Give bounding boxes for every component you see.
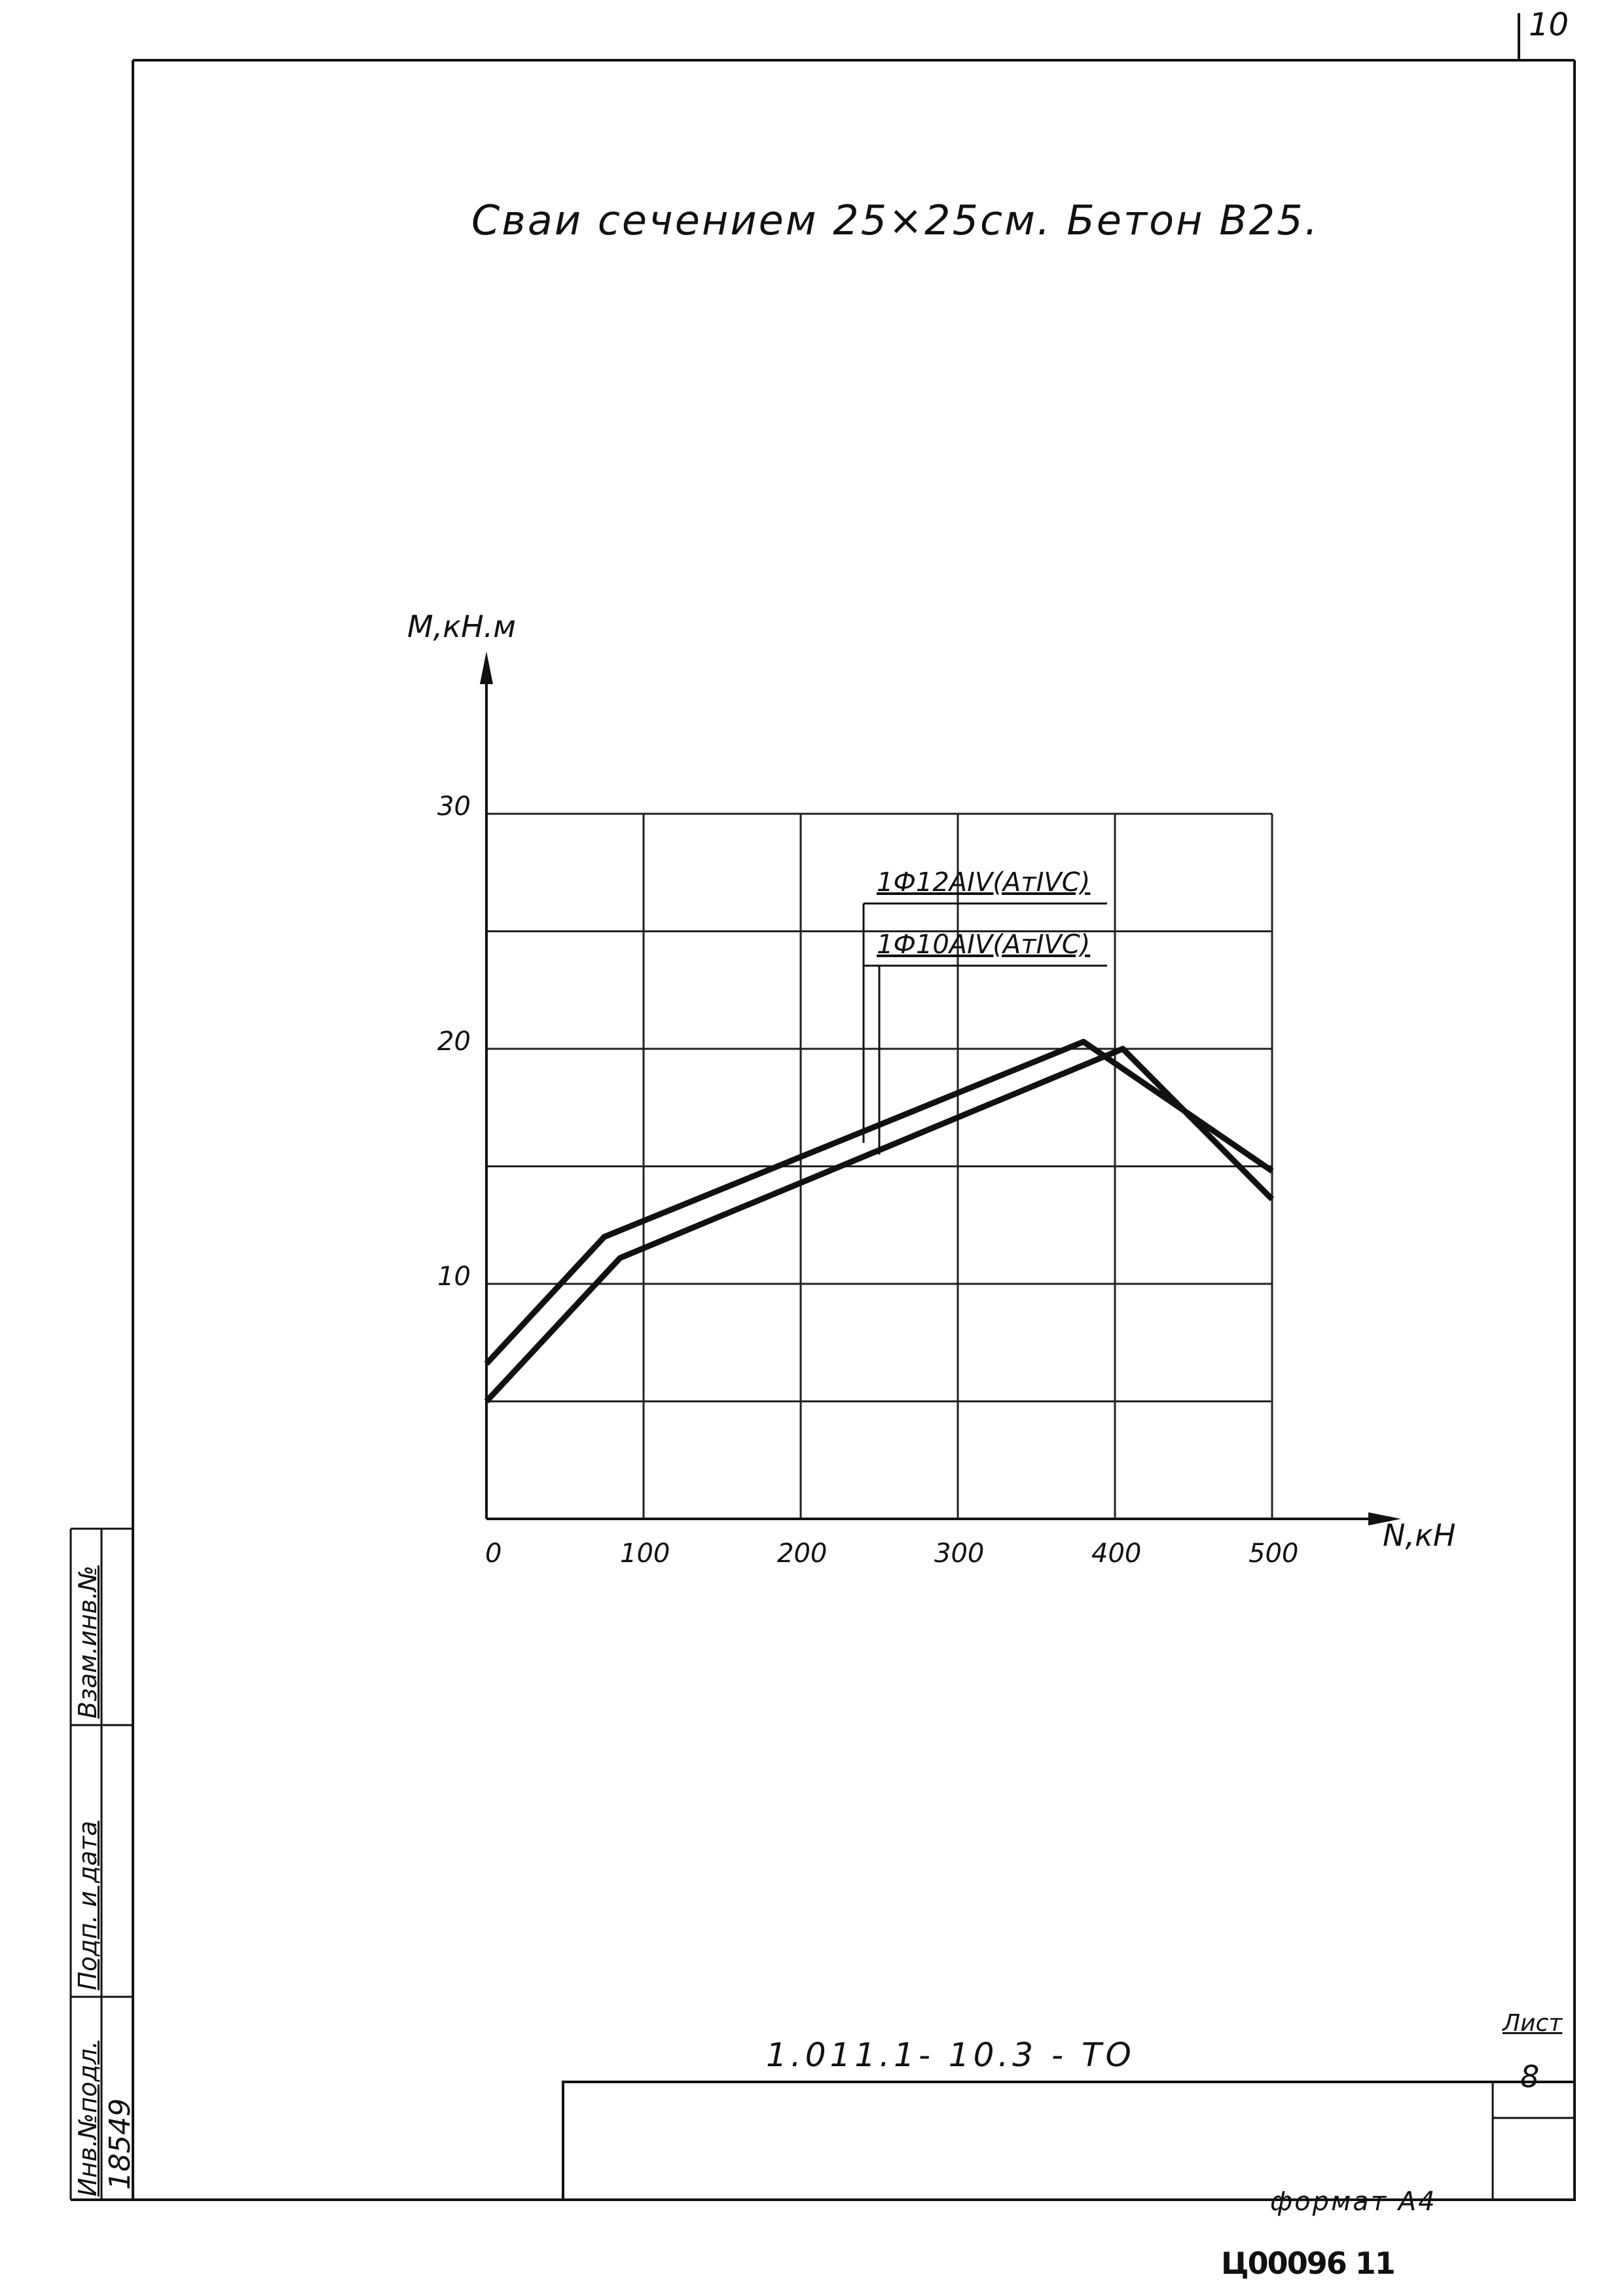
x-tick-label-300: 300: [934, 1539, 985, 1569]
x-axis-arrow: [1368, 1512, 1401, 1525]
inv-label: Инв.№подл.: [73, 2040, 102, 2196]
y-tick-label-10: 10: [437, 1262, 471, 1292]
archive-stamp: Ц00096 11: [1221, 2246, 1396, 2281]
legend-entry-1: 1Ф10АIV(АтIVC): [877, 930, 1091, 960]
list-label: Лист: [1503, 2010, 1563, 2037]
replace-inv-label: Взам.инв.№: [73, 1565, 102, 1719]
y-axis-arrow: [480, 651, 493, 684]
y-tick-label-20: 20: [437, 1027, 471, 1057]
x-tick-label-500: 500: [1249, 1539, 1299, 1569]
x-axis-label: N,кН: [1383, 1518, 1456, 1553]
x-tick-label-400: 400: [1091, 1539, 1142, 1569]
page-title: Сваи сечением 25×25см. Бетон В25.: [471, 196, 1320, 244]
format-label: формат А4: [1270, 2187, 1437, 2217]
x-tick-label-100: 100: [620, 1539, 670, 1569]
y-axis-label: M,кН.м: [407, 609, 517, 644]
list-number: 8: [1520, 2059, 1540, 2094]
series-line-1: [484, 1046, 1275, 1404]
chart: [480, 651, 1401, 1525]
sheet-number-top: 10: [1529, 7, 1569, 43]
x-tick-label-0: 0: [485, 1539, 502, 1569]
inv-number: 18549: [103, 2098, 137, 2190]
y-tick-label-30: 30: [437, 792, 471, 822]
legend-entry-0: 1Ф12АIV(АтIVС): [877, 867, 1091, 898]
title-block: [562, 2081, 1576, 2201]
x-tick-label-200: 200: [777, 1539, 828, 1569]
sign-date-label: Подп. и дата: [73, 1821, 102, 1990]
document-code: 1.011.1- 10.3 - ТО: [766, 2036, 1135, 2074]
